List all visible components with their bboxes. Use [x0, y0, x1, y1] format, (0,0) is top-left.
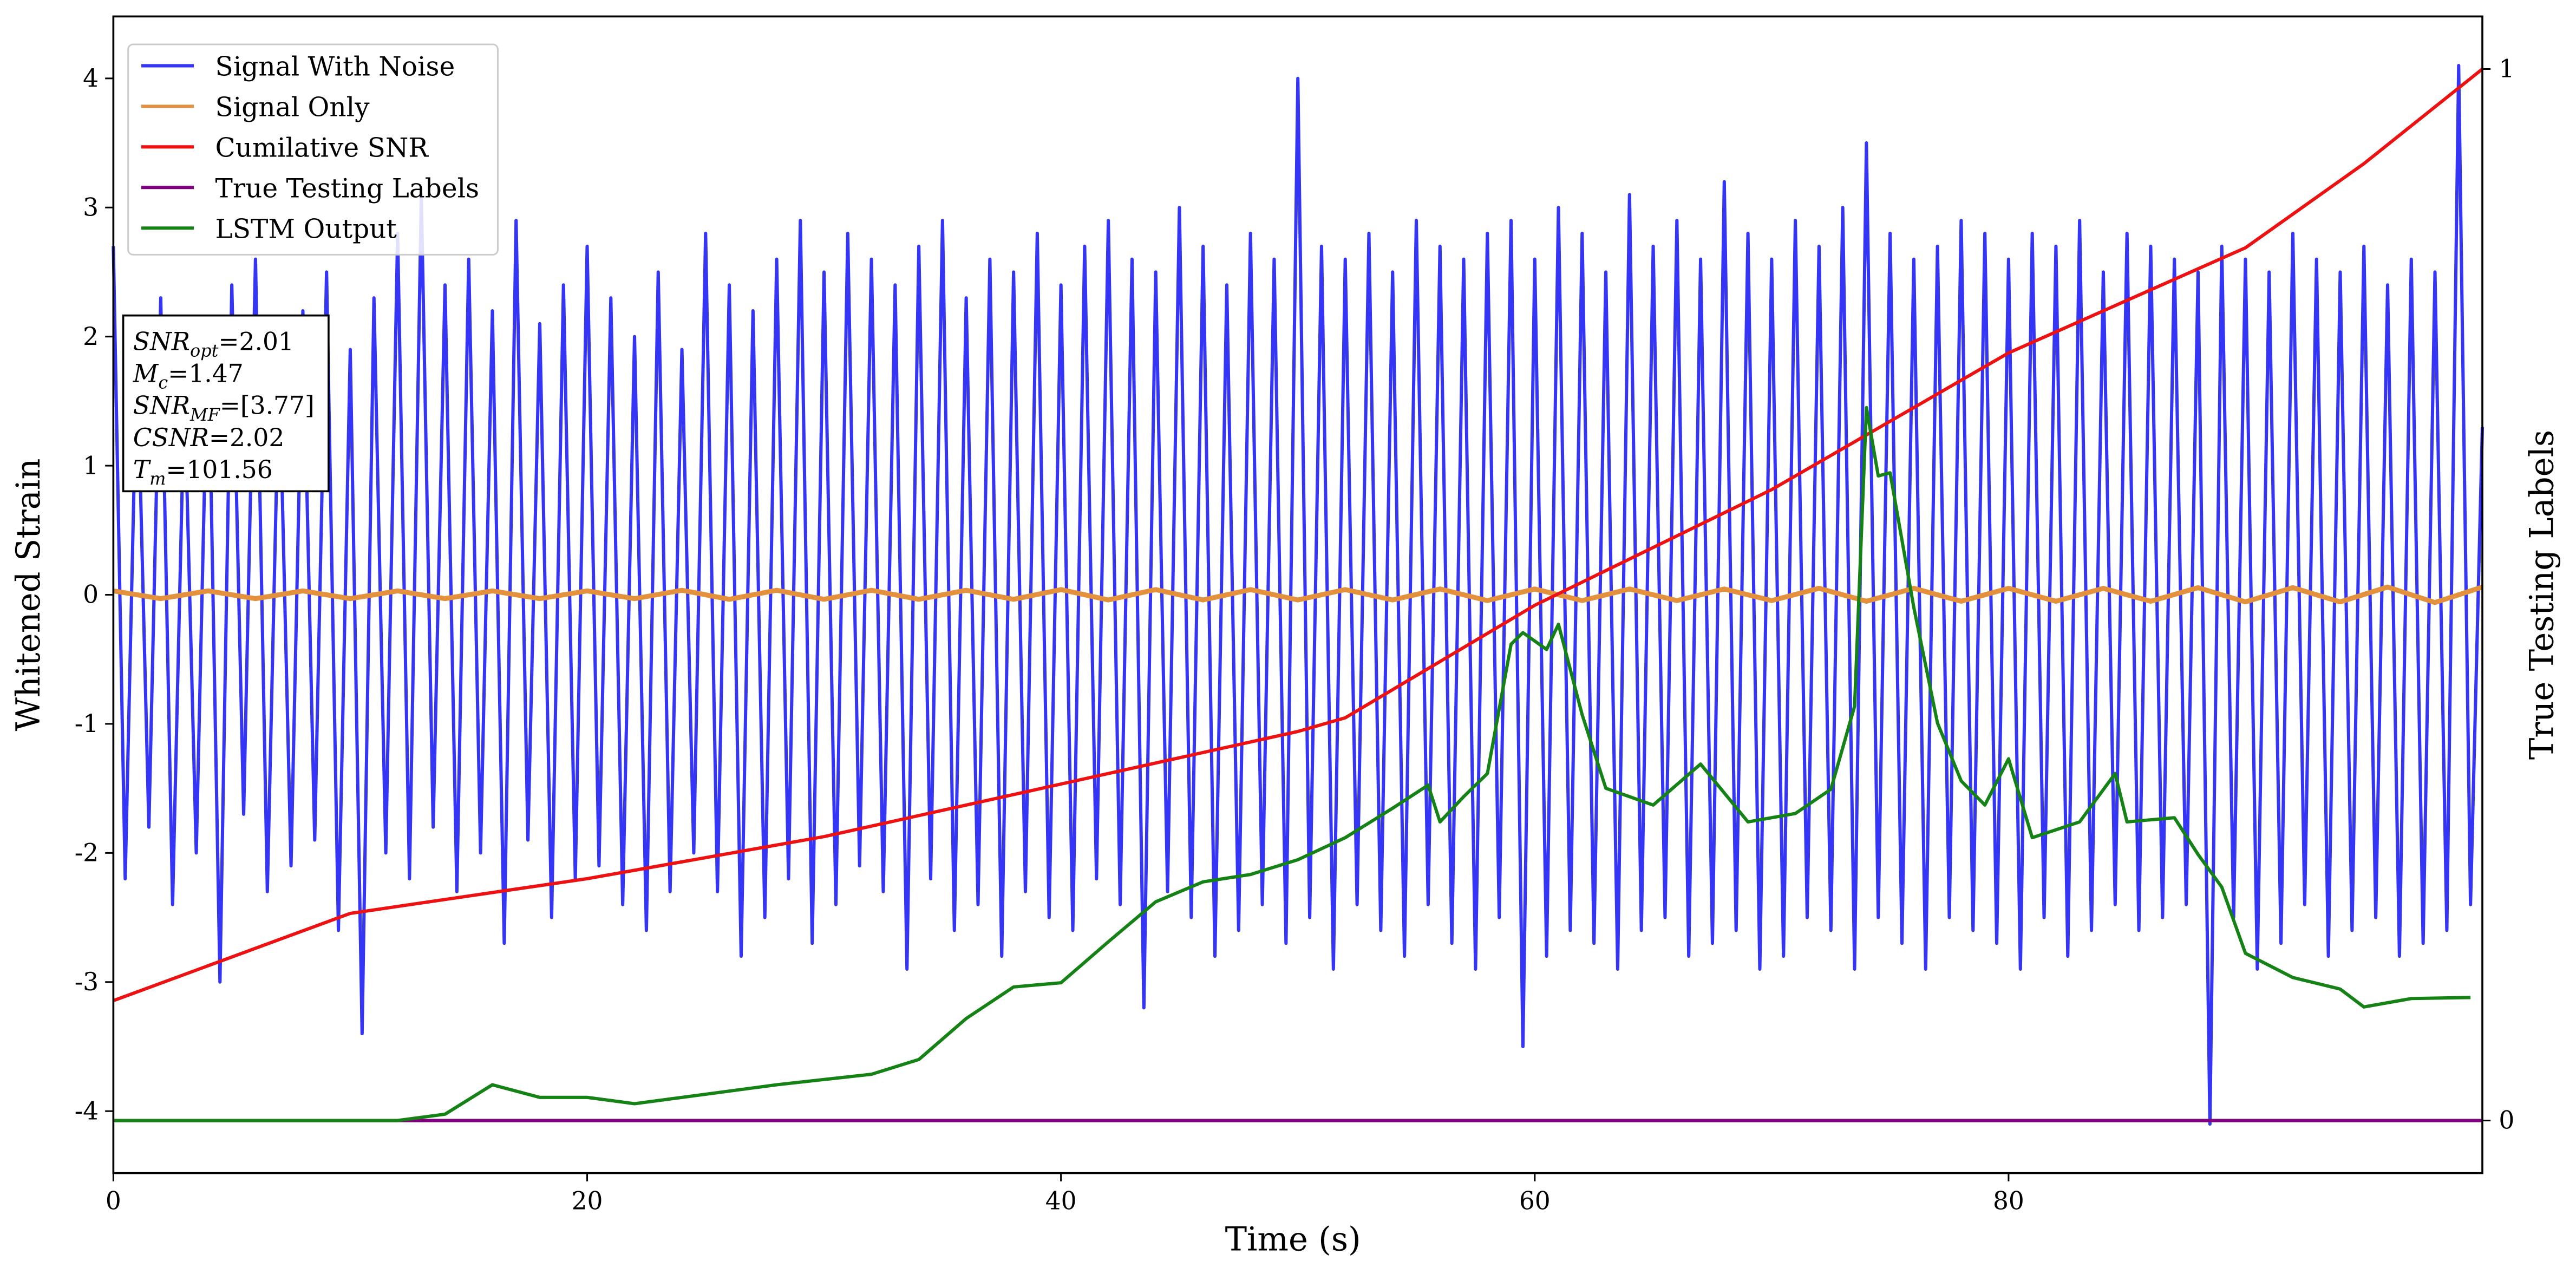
y2-tick-label: 0	[2499, 1106, 2514, 1135]
annotation-line: CSNR=2.02	[133, 423, 285, 452]
legend-box	[127, 43, 499, 256]
y-tick-label: -1	[75, 709, 99, 738]
annotation: SNRopt=2.01Mc=1.47SNRMF=[3.77]CSNR=2.02T…	[122, 314, 330, 493]
annotation-subscript: MF	[189, 404, 221, 425]
y-tick-label: 4	[83, 64, 99, 93]
y-tick-label: 0	[83, 580, 99, 609]
series-line	[113, 68, 2483, 1002]
x-tick-label: 60	[1519, 1186, 1551, 1215]
y-tick-label: 2	[83, 322, 99, 351]
annotation-value: =2.02	[209, 423, 284, 452]
annotation-line: Tm=101.56	[133, 455, 273, 489]
annotation-value: =[3.77]	[220, 391, 315, 420]
y-tick-label: -4	[75, 1096, 99, 1125]
annotation-symbol: T	[133, 455, 152, 484]
y2-tick-label: 1	[2499, 55, 2514, 83]
annotation-value: =2.01	[218, 327, 293, 356]
annotation-subscript: opt	[190, 341, 219, 361]
y-tick-label: 3	[83, 193, 99, 221]
annotation-value: =101.56	[166, 455, 272, 484]
annotation-symbol: SNR	[133, 327, 190, 356]
legend: Signal With Noise Signal Only Cumilative S…	[127, 43, 499, 256]
legend-label: Cumilative SNR	[215, 133, 429, 164]
legend-label: Signal Only	[215, 93, 370, 123]
y-tick-label: -2	[75, 839, 99, 867]
series-line	[113, 406, 2471, 1122]
annotation-symbol: SNR	[133, 391, 190, 420]
series-line	[112, 63, 2485, 1126]
legend-label: Signal With Noise	[215, 52, 455, 82]
annotation-symbol: CSNR	[133, 423, 209, 452]
y2-axis-label: True Testing Labels	[2523, 430, 2561, 760]
x-tick-label: 20	[572, 1186, 603, 1215]
plot-area	[112, 63, 2485, 1126]
annotation-value: =1.47	[168, 360, 243, 388]
annotation-subscript: c	[158, 373, 168, 393]
y-axis-label: Whitened Strain	[10, 459, 48, 731]
legend-label: LSTM Output	[215, 214, 397, 244]
x-tick-label: 40	[1045, 1186, 1077, 1215]
y-tick-label: 1	[83, 451, 99, 480]
x-tick-label: 80	[1993, 1186, 2024, 1215]
y-tick-label: -3	[75, 968, 99, 996]
legend-label: True Testing Labels	[215, 173, 480, 204]
series-line	[113, 584, 2483, 605]
annotation-line: SNRopt=2.01	[133, 327, 294, 361]
x-tick-label: 0	[106, 1186, 121, 1215]
annotation-subscript: m	[149, 468, 166, 489]
annotation-symbol: M	[133, 360, 159, 388]
x-axis-label: Time (s)	[1225, 1220, 1361, 1258]
annotation-line: SNRMF=[3.77]	[133, 391, 315, 425]
annotation-box	[122, 314, 330, 493]
annotation-line: Mc=1.47	[133, 360, 244, 393]
